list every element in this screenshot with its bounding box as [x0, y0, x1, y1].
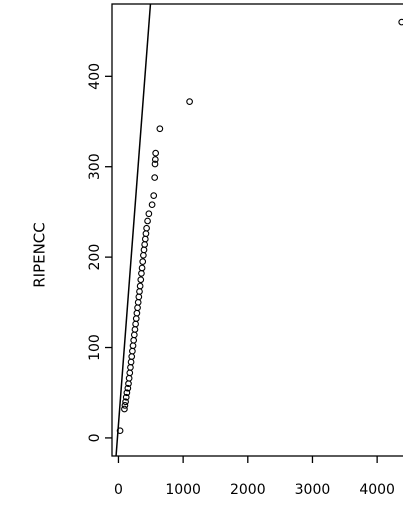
data-point	[138, 270, 145, 277]
data-point	[131, 326, 139, 333]
data-point	[133, 309, 141, 317]
data-point	[136, 288, 143, 295]
data-point	[137, 276, 145, 284]
data-point	[156, 125, 164, 133]
x-tick-label: 2000	[230, 482, 266, 498]
data-point	[144, 217, 151, 225]
data-point	[126, 369, 134, 377]
x-tick-label: 0	[114, 482, 123, 498]
data-point	[134, 304, 141, 312]
data-point	[398, 18, 403, 26]
data-point	[132, 320, 139, 328]
y-tick-label: 300	[87, 153, 103, 180]
data-point	[122, 398, 129, 406]
data-point	[135, 293, 143, 301]
x-tick-label: 1000	[165, 482, 201, 498]
data-point	[127, 358, 135, 366]
data-point	[142, 230, 150, 237]
data-point	[143, 224, 150, 232]
data-point	[140, 251, 147, 259]
data-point	[141, 235, 149, 243]
data-point	[128, 353, 136, 360]
data-point	[138, 264, 146, 272]
data-point	[151, 174, 159, 181]
data-point	[129, 347, 136, 355]
y-tick-label: 0	[87, 433, 103, 442]
y-tick-label: 100	[87, 334, 103, 361]
data-point	[151, 156, 159, 163]
data-point	[150, 192, 158, 199]
data-point	[152, 149, 159, 157]
data-point	[130, 331, 138, 339]
data-point	[151, 160, 159, 168]
data-point	[116, 427, 124, 435]
data-point	[132, 315, 140, 322]
data-point	[148, 201, 156, 209]
marks	[115, 4, 403, 456]
data-point	[124, 384, 132, 392]
data-point	[127, 364, 134, 371]
x-tick-label: 3000	[295, 482, 331, 498]
reference-line	[115, 4, 152, 456]
plot-frame	[111, 3, 403, 457]
data-point	[122, 393, 130, 401]
data-point	[145, 210, 153, 218]
data-point	[121, 405, 128, 413]
y-axis-title: RIPENCC	[31, 222, 49, 288]
data-point	[140, 246, 148, 254]
x-tick-label: 4000	[359, 482, 395, 498]
data-point	[134, 298, 142, 306]
data-point	[125, 374, 133, 382]
data-point	[129, 342, 137, 350]
data-point	[123, 389, 131, 397]
data-point	[139, 258, 147, 265]
data-point	[141, 241, 149, 248]
y-tick-label: 400	[87, 63, 103, 90]
data-point	[136, 282, 144, 290]
data-point	[130, 336, 138, 344]
y-tick-label: 200	[87, 244, 103, 271]
data-point	[186, 98, 193, 105]
data-point	[121, 402, 129, 409]
